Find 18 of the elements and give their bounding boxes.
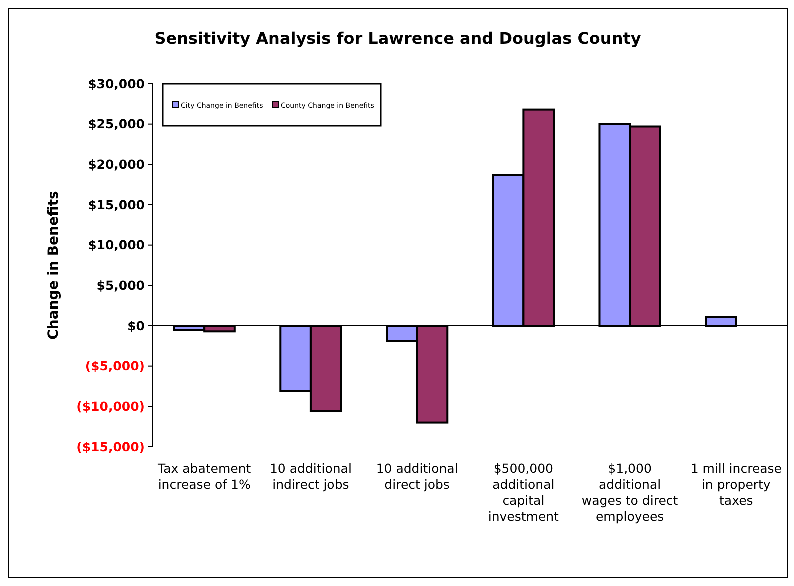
y-tick-label: $15,000 [88,197,146,212]
y-tick-label: $20,000 [88,157,146,172]
y-tick-label: ($15,000) [76,439,145,454]
y-tick-label: $30,000 [88,76,146,92]
y-tick-label: $5,000 [96,278,146,294]
x-tick-label: Tax abatement increase of 1% [157,461,252,492]
y-tick-label: $25,000 [88,116,146,132]
x-tick-label: 10 additional direct jobs [376,461,458,492]
x-tick-label: $1,000 additional wages to direct employees [582,461,678,524]
y-axis-title: Change in Benefits [46,191,62,340]
y-tick-label: $0 [128,318,146,334]
x-tick-label: $500,000 additional capital investment [488,461,560,524]
x-tick-label: 10 additional indirect jobs [270,461,352,492]
y-tick-label: $10,000 [88,238,146,253]
y-tick-label: ($10,000) [76,399,145,414]
x-tick-label: 1 mill increase in property taxes [690,461,782,508]
y-tick-label: ($5,000) [85,358,145,374]
chart-title: Sensitivity Analysis for Lawrence and Douglas County [154,29,642,48]
